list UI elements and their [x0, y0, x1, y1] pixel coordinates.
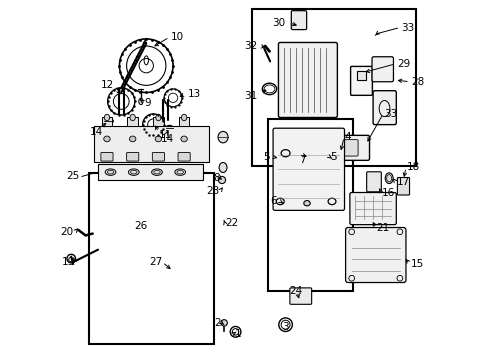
Ellipse shape	[155, 114, 161, 121]
Bar	[127, 117, 138, 126]
Text: 5: 5	[263, 152, 269, 162]
FancyBboxPatch shape	[289, 288, 311, 304]
Ellipse shape	[165, 125, 173, 131]
Ellipse shape	[130, 114, 135, 121]
FancyBboxPatch shape	[372, 91, 395, 125]
Text: 19: 19	[61, 257, 75, 267]
Text: 14: 14	[161, 134, 174, 144]
Text: 6: 6	[270, 197, 277, 206]
Ellipse shape	[105, 169, 116, 175]
FancyBboxPatch shape	[278, 42, 337, 117]
FancyBboxPatch shape	[350, 66, 372, 95]
Ellipse shape	[104, 114, 109, 121]
Bar	[153, 117, 163, 126]
Ellipse shape	[139, 98, 143, 105]
Ellipse shape	[129, 136, 136, 142]
Text: 29: 29	[396, 59, 409, 69]
Text: 20: 20	[60, 227, 73, 237]
Text: 21: 21	[376, 223, 389, 233]
Text: 30: 30	[272, 18, 285, 28]
Ellipse shape	[103, 136, 110, 142]
FancyBboxPatch shape	[349, 193, 395, 225]
Ellipse shape	[151, 169, 162, 175]
Text: 7: 7	[299, 156, 305, 165]
Text: 2: 2	[214, 318, 221, 328]
Bar	[98, 164, 203, 180]
Text: 10: 10	[171, 32, 184, 42]
FancyBboxPatch shape	[272, 128, 344, 210]
Text: 32: 32	[243, 41, 257, 51]
Bar	[251, 9, 415, 166]
Text: 33: 33	[383, 109, 396, 119]
FancyBboxPatch shape	[152, 153, 164, 161]
Ellipse shape	[303, 201, 309, 206]
Ellipse shape	[218, 176, 225, 184]
Text: 25: 25	[66, 171, 80, 181]
Ellipse shape	[385, 173, 392, 184]
Ellipse shape	[104, 118, 113, 124]
Text: 4: 4	[344, 132, 350, 142]
Text: 14: 14	[89, 127, 102, 137]
Bar	[356, 71, 365, 80]
Text: 13: 13	[187, 89, 200, 99]
Text: 24: 24	[289, 286, 302, 296]
Text: 1: 1	[234, 329, 241, 339]
Bar	[102, 117, 112, 126]
FancyBboxPatch shape	[126, 153, 139, 161]
Ellipse shape	[181, 136, 187, 142]
FancyBboxPatch shape	[178, 153, 190, 161]
Bar	[179, 117, 189, 126]
Bar	[89, 173, 214, 344]
Text: 23: 23	[206, 186, 219, 196]
Text: 18: 18	[406, 162, 419, 172]
Text: 11: 11	[159, 130, 172, 140]
Text: 31: 31	[244, 91, 257, 101]
FancyBboxPatch shape	[335, 135, 369, 160]
Text: 8: 8	[213, 173, 220, 183]
Ellipse shape	[155, 136, 162, 142]
Text: 15: 15	[410, 259, 423, 269]
FancyBboxPatch shape	[397, 177, 408, 195]
FancyBboxPatch shape	[339, 140, 357, 156]
Text: 26: 26	[134, 221, 147, 231]
FancyBboxPatch shape	[366, 172, 381, 192]
Text: 16: 16	[381, 188, 394, 198]
Text: 3: 3	[282, 322, 288, 332]
Text: 33: 33	[400, 23, 413, 33]
FancyBboxPatch shape	[101, 153, 113, 161]
Ellipse shape	[219, 162, 226, 172]
Ellipse shape	[218, 131, 227, 143]
Ellipse shape	[221, 320, 227, 326]
Ellipse shape	[128, 169, 139, 175]
Text: 5: 5	[329, 152, 336, 162]
FancyBboxPatch shape	[345, 228, 405, 283]
Text: 22: 22	[224, 218, 238, 228]
Bar	[267, 119, 353, 291]
Ellipse shape	[175, 169, 185, 175]
Text: 12: 12	[100, 80, 113, 90]
Text: 27: 27	[149, 257, 162, 267]
FancyBboxPatch shape	[371, 57, 393, 82]
Bar	[94, 126, 208, 162]
Text: 17: 17	[396, 177, 409, 187]
FancyBboxPatch shape	[291, 11, 306, 30]
Text: 9: 9	[144, 98, 151, 108]
Ellipse shape	[181, 114, 186, 121]
Text: 28: 28	[411, 77, 424, 87]
